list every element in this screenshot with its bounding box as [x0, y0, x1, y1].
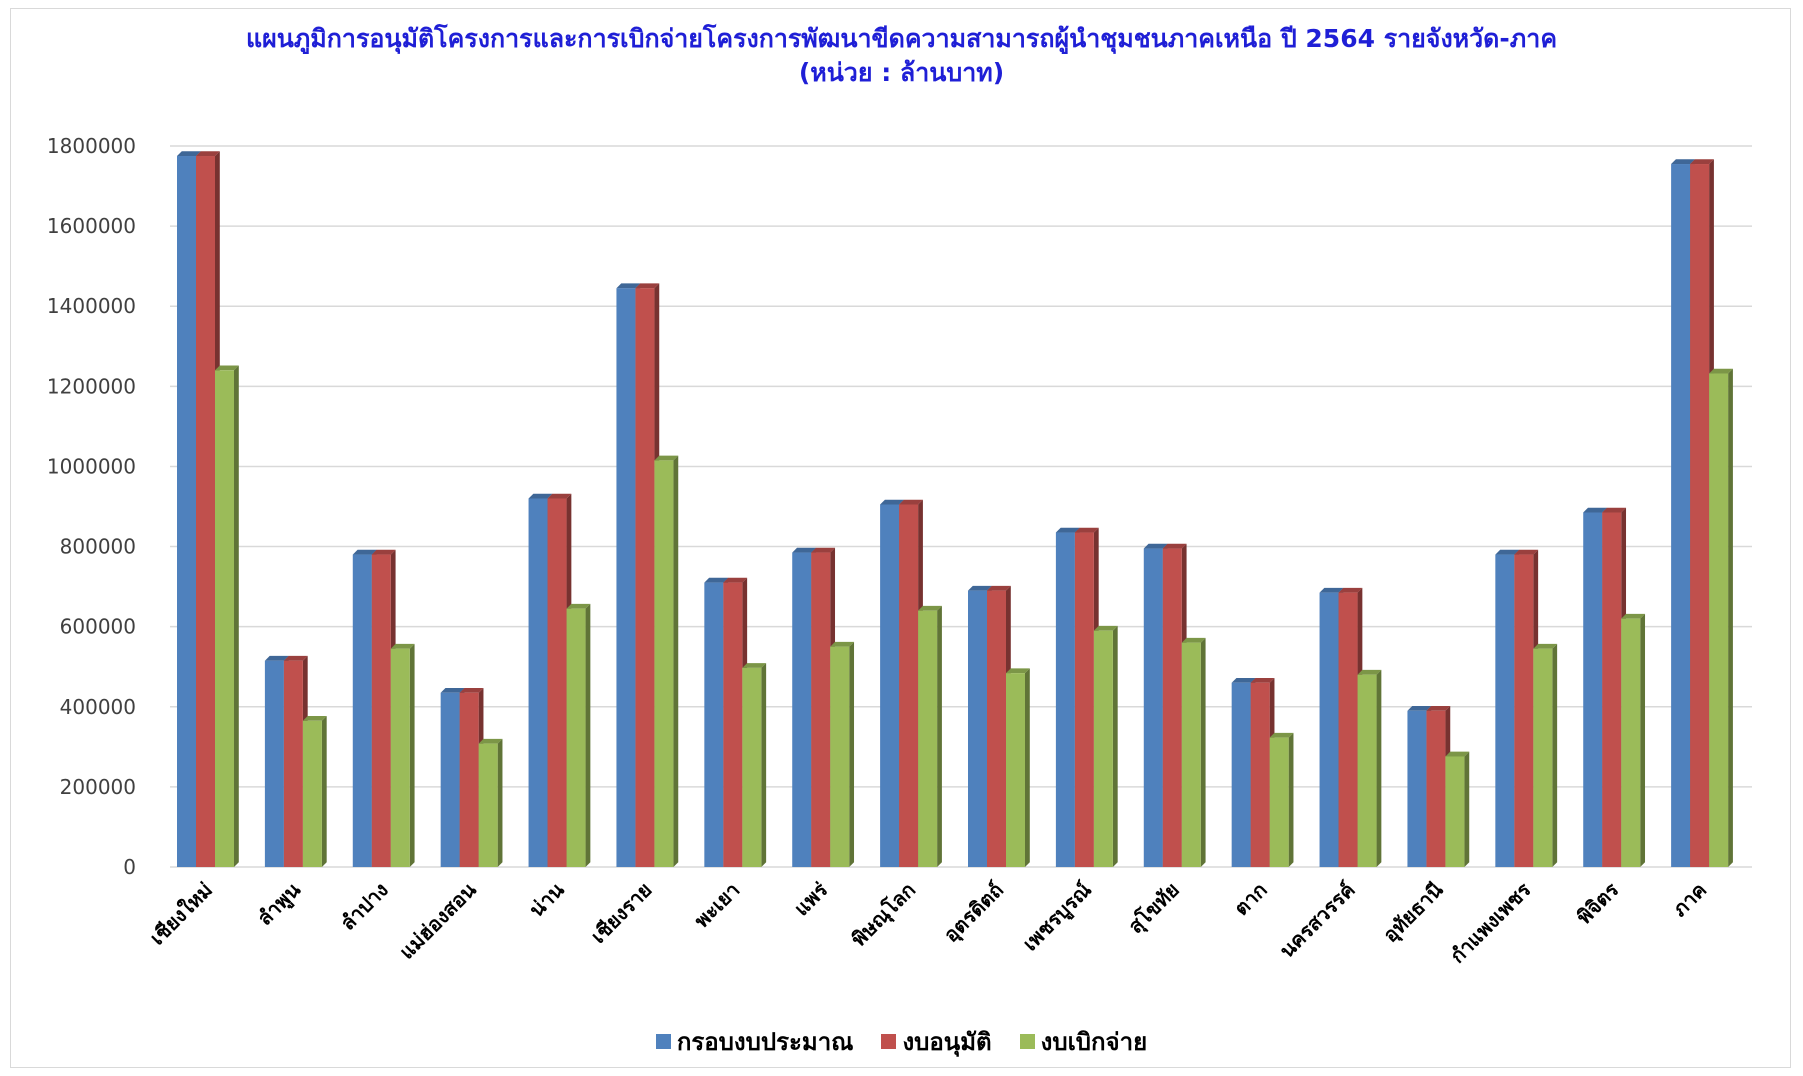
bar-disbursed [215, 366, 239, 867]
bar-disbursed [1270, 733, 1294, 867]
y-tick-label: 1200000 [47, 374, 136, 398]
legend-label: งบเบิกจ่าย [1041, 1022, 1148, 1061]
y-tick-label: 600000 [60, 615, 136, 639]
x-axis-category-labels: เชียงใหม่ ลำพูน ลำปาง แม่ฮ่องสอน น่าน เชียงรา… [145, 877, 1711, 967]
legend-swatch [881, 1034, 896, 1049]
legend: กรอบงบประมาณ งบอนุมัติ งบเบิกจ่าย [0, 1022, 1803, 1061]
x-category-label: เชียงราย [586, 878, 656, 948]
bar-disbursed [1358, 670, 1382, 867]
x-category-label: พิจิตร [1572, 877, 1624, 929]
legend-item: งบอนุมัติ [881, 1022, 991, 1061]
bar-disbursed [1182, 638, 1206, 867]
x-category-label: นครสวรรค์ [1275, 878, 1360, 963]
x-category-label: ภาค [1667, 878, 1711, 922]
bar-disbursed [830, 642, 854, 867]
x-category-label: แม่ฮ่องสอน [394, 877, 480, 963]
bar-disbursed [742, 663, 766, 867]
bar-disbursed [1621, 614, 1645, 867]
legend-swatch [656, 1034, 671, 1049]
y-tick-label: 0 [123, 855, 136, 879]
legend-label: งบอนุมัติ [902, 1022, 991, 1061]
legend-item: งบเบิกจ่าย [1020, 1022, 1148, 1061]
bar-disbursed [1006, 668, 1030, 867]
x-category-label: กำแพงเพชร [1445, 877, 1535, 967]
x-category-label: แพร่ [789, 877, 832, 920]
bar-disbursed [479, 739, 503, 867]
y-tick-label: 1000000 [47, 454, 136, 478]
legend-swatch [1020, 1034, 1035, 1049]
bar-disbursed [1094, 626, 1118, 867]
bar-disbursed [391, 644, 415, 867]
y-axis-tick-labels: 0 200000 400000 600000 800000 1000000 1200000 1… [47, 134, 136, 879]
bar-series-group [177, 151, 1733, 867]
y-tick-label: 200000 [60, 775, 136, 799]
x-category-label: เชียงใหม่ [145, 878, 217, 950]
y-tick-label: 400000 [60, 695, 136, 719]
legend-label: กรอบงบประมาณ [677, 1022, 854, 1061]
y-tick-label: 1600000 [47, 214, 136, 238]
bar-disbursed [567, 604, 591, 867]
bar-disbursed [303, 716, 327, 867]
x-category-label: สุโขทัย [1123, 878, 1184, 939]
x-category-label: น่าน [524, 877, 568, 921]
y-tick-label: 800000 [60, 535, 136, 559]
bar-disbursed [918, 606, 942, 867]
bar-disbursed [1709, 369, 1733, 867]
y-tick-label: 1800000 [47, 134, 136, 158]
x-category-label: เพชรบูรณ์ [1018, 877, 1098, 957]
y-tick-label: 1400000 [47, 294, 136, 318]
x-category-label: พะเยา [689, 878, 744, 933]
x-category-label: อุทัยธานี [1378, 877, 1448, 947]
x-category-label: ลำปาง [335, 878, 392, 935]
bar-disbursed [1533, 644, 1557, 867]
bar-disbursed [1445, 752, 1469, 867]
legend-item: กรอบงบประมาณ [656, 1022, 854, 1061]
x-category-label: ลำพูน [252, 877, 306, 931]
x-category-label: พิษณุโลก [847, 878, 921, 952]
x-category-label: อุตรดิตถ์ [939, 878, 1009, 948]
bar-disbursed [654, 456, 678, 867]
x-category-label: ตาก [1229, 878, 1272, 921]
